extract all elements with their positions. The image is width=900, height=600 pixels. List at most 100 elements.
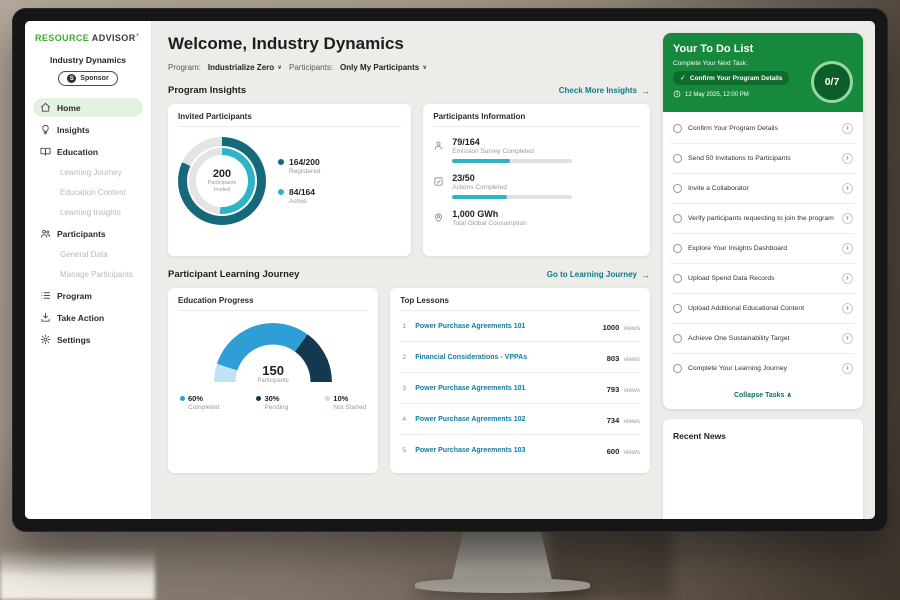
nav-label: Manage Participants [60,270,133,279]
sidebar-item-education-content[interactable]: Education Content [33,184,143,201]
legend-dot [325,396,331,401]
task-checkbox[interactable] [673,154,682,163]
sidebar-item-take-action[interactable]: Take Action [33,308,143,327]
logo-advisor: ADVISOR+ [91,33,140,43]
task-checkbox[interactable] [673,124,682,133]
program-insights-header: Program Insights Check More Insights → [168,85,650,96]
desk-surface [0,548,155,600]
chevron-right-icon[interactable]: › [842,243,853,254]
insights-cards-row: Invited Participants 200 Participants In… [168,104,650,256]
nav-label: General Data [60,250,108,259]
task-item[interactable]: Complete Your Learning Journey › [671,354,855,383]
collapse-tasks-link[interactable]: Collapse Tasks ∧ [733,392,793,399]
sidebar-item-general-data[interactable]: General Data [33,246,143,263]
task-checkbox[interactable] [673,304,682,313]
donut-center-label: Participants Invited [207,180,237,193]
invited-donut-center: 200 Participants Invited [196,155,248,207]
chevron-right-icon[interactable]: › [842,123,853,134]
bulb-icon [40,124,51,135]
legend-item-completed: 60% Completed [180,394,219,411]
lesson-row: 4 Power Purchase Agreements 102 734 view… [400,404,640,435]
participants-filter-label: Participants: [289,63,334,72]
task-label: Send 50 Invitations to Participants [688,154,791,162]
lesson-rank: 1 [402,322,406,330]
lesson-link[interactable]: Power Purchase Agreements 101 [415,322,526,330]
sidebar-item-education[interactable]: Education [33,142,143,161]
chevron-right-icon[interactable]: › [842,273,853,284]
section-title-learning-journey: Participant Learning Journey [168,269,300,280]
task-checkbox[interactable] [673,364,682,373]
chevron-right-icon[interactable]: › [842,213,853,224]
task-checkbox[interactable] [673,334,682,343]
program-dropdown-value: Industrialize Zero [207,63,275,72]
lesson-link[interactable]: Financial Considerations - VPPAs [415,353,528,361]
clock-icon [673,90,681,100]
task-label: Verify participants requesting to join t… [688,214,834,222]
lesson-rank: 3 [402,384,406,392]
lesson-rank: 5 [402,446,406,454]
next-task-pill[interactable]: ✓ Confirm Your Program Details [673,71,790,85]
chevron-right-icon[interactable]: › [842,303,853,314]
sponsor-icon: S [67,74,77,83]
sidebar-item-program[interactable]: Program [33,286,143,305]
lesson-link[interactable]: Power Purchase Agreements 102 [415,415,526,423]
link-label: Go to Learning Journey [546,270,637,279]
chevron-right-icon[interactable]: › [842,153,853,164]
monitor-bezel: RESOURCE ADVISOR+ Industry Dynamics S Sp… [12,8,888,532]
task-checkbox[interactable] [673,244,682,253]
task-item[interactable]: Upload Additional Educational Content › [671,294,855,324]
nav-label: Participants [57,228,106,239]
invited-participants-card: Invited Participants 200 Participants In… [168,104,412,256]
task-checkbox[interactable] [673,274,682,283]
legend-label: Active [289,198,307,205]
task-item[interactable]: Explore Your Insights Dashboard › [671,234,855,264]
program-dropdown[interactable]: Industrialize Zero ∨ [208,63,282,72]
gauge-center-label: Participants [257,378,289,384]
sidebar-item-participants[interactable]: Participants [33,224,143,243]
lesson-views: 803 views [606,354,640,363]
task-item[interactable]: Achieve One Sustainability Target › [671,324,855,354]
org-name: Industry Dynamics [49,55,127,65]
lesson-row: 3 Power Purchase Agreements 101 793 view… [400,373,640,404]
task-item[interactable]: Upload Spend Data Records › [671,264,855,294]
sponsor-badge: S Sponsor [58,71,118,86]
legend-label: Not Started [333,404,367,411]
lesson-link[interactable]: Power Purchase Agreements 101 [415,384,526,392]
nav-label: Education Content [60,188,126,197]
task-item[interactable]: Invite a Collaborator › [671,174,855,204]
sidebar-item-home[interactable]: Home [33,98,143,117]
task-checkbox[interactable] [673,184,682,193]
sidebar-item-learning-insights[interactable]: Learning Insights [33,204,143,221]
monitor-stand-neck [452,528,552,580]
sidebar-item-manage-participants[interactable]: Manage Participants [33,266,143,283]
chevron-right-icon[interactable]: › [842,183,853,194]
task-item[interactable]: Send 50 Invitations to Participants › [671,144,855,174]
participants-dropdown[interactable]: Only My Participants ∨ [340,63,427,72]
legend-dot [278,159,284,165]
next-task-label: Confirm Your Program Details [689,74,783,82]
gear-icon [40,334,51,345]
sidebar-item-insights[interactable]: Insights [33,120,143,139]
go-to-learning-journey-link[interactable]: Go to Learning Journey → [547,270,650,280]
chevron-right-icon[interactable]: › [842,333,853,344]
task-item[interactable]: Confirm Your Program Details › [671,114,855,144]
lesson-link[interactable]: Power Purchase Agreements 103 [415,446,526,454]
todo-header: Your To Do List Complete Your Next Task:… [663,33,863,112]
main-content: Welcome, Industry Dynamics Program: Indu… [152,21,663,519]
check-more-insights-link[interactable]: Check More Insights → [559,86,650,96]
stat-value: 79/164 [452,137,480,147]
survey-progress-bar [452,159,573,163]
card-title: Participants Information [433,112,640,127]
sidebar-item-settings[interactable]: Settings [33,330,143,349]
next-task-time: 12 May 2025, 12:00 PM [673,90,853,100]
chevron-right-icon[interactable]: › [842,363,853,374]
education-gauge-wrap: 150 Participants [214,323,333,384]
task-checkbox[interactable] [673,214,682,223]
task-label: Upload Spend Data Records [688,274,775,282]
sidebar-item-learning-journey[interactable]: Learning Journey [33,164,143,181]
chevron-down-icon: ∨ [422,65,428,71]
donut-gap: 200 Participants Invited [187,146,257,216]
task-label: Upload Additional Educational Content [688,304,805,312]
nav-label: Learning Insights [60,208,121,217]
task-item[interactable]: Verify participants requesting to join t… [671,204,855,234]
